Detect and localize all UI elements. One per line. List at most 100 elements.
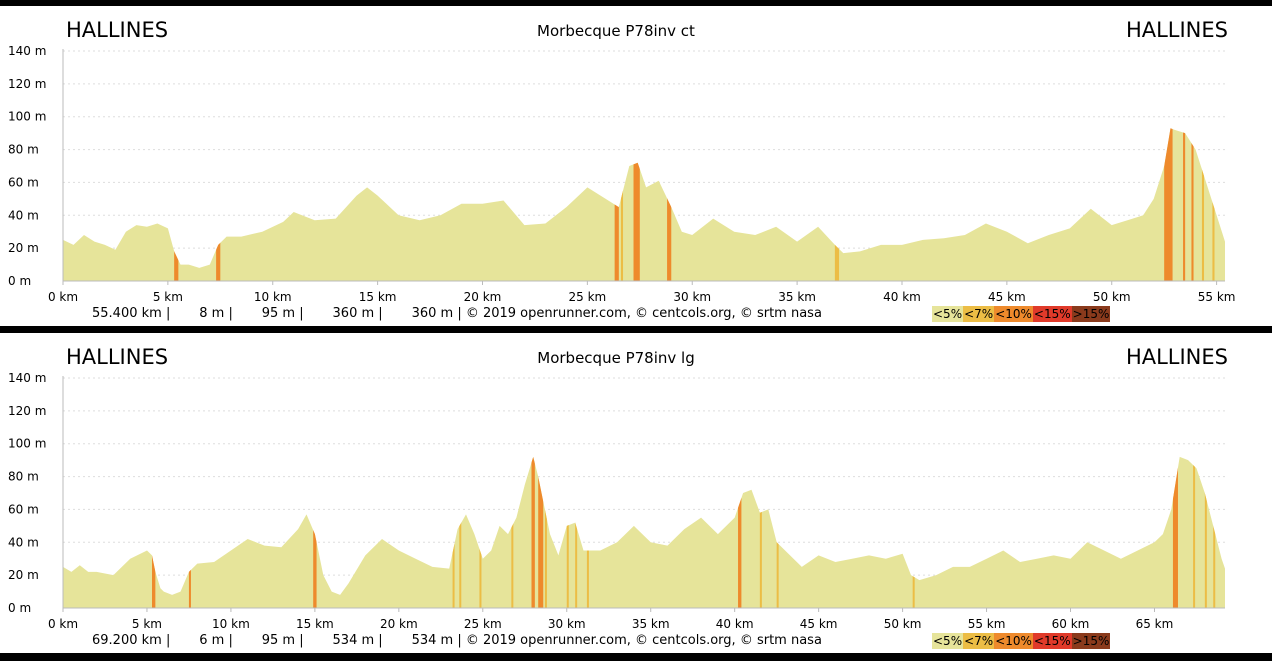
slope-band xyxy=(1201,128,1205,281)
x-tick-label: 45 km xyxy=(988,290,1026,304)
y-tick-label: 140 m xyxy=(8,371,46,385)
slope-band xyxy=(586,456,589,608)
y-tick-label: 20 m xyxy=(8,241,39,255)
legend-item: <10% xyxy=(994,306,1033,322)
legend-item: <5% xyxy=(932,306,964,322)
slope-band xyxy=(1172,456,1178,608)
slope-band xyxy=(216,128,221,281)
slope-band xyxy=(151,456,156,608)
slope-band xyxy=(313,456,317,608)
start-label: HALLINES xyxy=(66,345,169,369)
chart-title: Morbecque P78inv lg xyxy=(537,349,695,367)
x-tick-label: 15 km xyxy=(296,617,334,631)
y-tick-label: 120 m xyxy=(8,404,46,418)
legend-item: <5% xyxy=(932,633,964,649)
x-tick-label: 55 km xyxy=(968,617,1006,631)
slope-band xyxy=(538,456,544,608)
x-tick-label: 35 km xyxy=(632,617,670,631)
x-tick-label: 5 km xyxy=(132,617,162,631)
y-tick-label: 20 m xyxy=(8,568,39,582)
y-tick-label: 60 m xyxy=(8,175,39,189)
x-tick-label: 40 km xyxy=(883,290,921,304)
legend-item: <7% xyxy=(963,306,995,322)
y-tick-label: 100 m xyxy=(8,437,46,451)
chart-title: Morbecque P78inv ct xyxy=(537,22,695,40)
slope-band xyxy=(459,456,462,608)
route-stats: 55.400 km | 8 m | 95 m | 360 m | 360 m |… xyxy=(92,306,822,321)
x-tick-label: 15 km xyxy=(359,290,397,304)
slope-band xyxy=(912,456,915,608)
slope-band xyxy=(759,456,762,608)
x-tick-label: 10 km xyxy=(212,617,250,631)
slope-band xyxy=(1183,128,1186,281)
elevation-chart-1: 140 m 120 m 100 m 80 m 60 m 40 m 20 m 0 m 0 km 5 … xyxy=(0,6,1272,326)
x-tick-label: 10 km xyxy=(254,290,292,304)
legend-item: >15% xyxy=(1071,633,1111,649)
legend-item: <7% xyxy=(963,633,995,649)
x-tick-label: 50 km xyxy=(884,617,922,631)
slope-band xyxy=(452,456,455,608)
x-tick-label: 5 km xyxy=(153,290,183,304)
x-tick-label: 0 km xyxy=(48,617,78,631)
elevation-chart-2: 140 m 120 m 100 m 80 m 60 m 40 m 20 m 0 m 0 km 5 … xyxy=(0,333,1272,653)
elevation-area xyxy=(63,128,1225,281)
y-tick-label: 40 m xyxy=(8,535,39,549)
y-tick-label: 120 m xyxy=(8,77,46,91)
slope-band xyxy=(1193,456,1196,608)
slope-band xyxy=(738,456,742,608)
route-stats: 69.200 km | 6 m | 95 m | 534 m | 534 m |… xyxy=(92,633,822,648)
y-tick-label: 40 m xyxy=(8,208,39,222)
slope-band xyxy=(667,128,672,281)
x-tick-label: 20 km xyxy=(380,617,418,631)
x-tick-label: 35 km xyxy=(778,290,816,304)
slope-band xyxy=(834,128,840,281)
x-tick-label: 20 km xyxy=(464,290,502,304)
legend-item: <10% xyxy=(994,633,1033,649)
slope-band xyxy=(614,128,619,281)
y-tick-label: 0 m xyxy=(8,601,31,615)
chart-canvas: 140 m 120 m 100 m 80 m 60 m 40 m 20 m 0 m 0 km 5 … xyxy=(8,44,1236,304)
slope-band xyxy=(544,456,547,608)
slope-band xyxy=(1204,456,1207,608)
y-tick-label: 0 m xyxy=(8,274,31,288)
slope-band xyxy=(620,128,624,281)
slope-legend: <5% <7% <10% <15% >15% xyxy=(932,633,1111,649)
y-tick-label: 80 m xyxy=(8,143,39,157)
slope-band xyxy=(1212,128,1215,281)
slope-band xyxy=(188,456,191,608)
x-tick-label: 30 km xyxy=(673,290,711,304)
slope-legend: <5% <7% <10% <15% >15% xyxy=(932,306,1111,322)
x-tick-label: 60 km xyxy=(1052,617,1090,631)
x-tick-label: 25 km xyxy=(464,617,502,631)
y-tick-label: 80 m xyxy=(8,470,39,484)
legend-item: <15% xyxy=(1032,633,1072,649)
x-tick-label: 0 km xyxy=(48,290,78,304)
slope-band xyxy=(566,456,569,608)
x-tick-label: 65 km xyxy=(1136,617,1174,631)
legend-item: >15% xyxy=(1071,306,1111,322)
slope-band xyxy=(575,456,578,608)
slope-band xyxy=(1164,128,1173,281)
x-tick-label: 30 km xyxy=(548,617,586,631)
x-tick-label: 25 km xyxy=(569,290,607,304)
legend-item: <15% xyxy=(1032,306,1072,322)
chart-canvas: 140 m 120 m 100 m 80 m 60 m 40 m 20 m 0 m 0 km 5 … xyxy=(8,371,1225,631)
x-tick-label: 40 km xyxy=(716,617,754,631)
slope-band xyxy=(1191,128,1194,281)
x-tick-label: 55 km xyxy=(1198,290,1236,304)
slope-band xyxy=(511,456,514,608)
end-label: HALLINES xyxy=(1125,18,1228,42)
slope-band xyxy=(776,456,779,608)
y-tick-label: 140 m xyxy=(8,44,46,58)
end-label: HALLINES xyxy=(1125,345,1228,369)
slope-band xyxy=(633,128,640,281)
slope-band xyxy=(1213,456,1216,608)
slope-band xyxy=(174,128,179,281)
y-tick-label: 60 m xyxy=(8,502,39,516)
elevation-area xyxy=(63,456,1225,608)
slope-band xyxy=(479,456,482,608)
start-label: HALLINES xyxy=(66,18,169,42)
x-tick-label: 50 km xyxy=(1093,290,1131,304)
y-tick-label: 100 m xyxy=(8,110,46,124)
slope-band xyxy=(531,456,535,608)
